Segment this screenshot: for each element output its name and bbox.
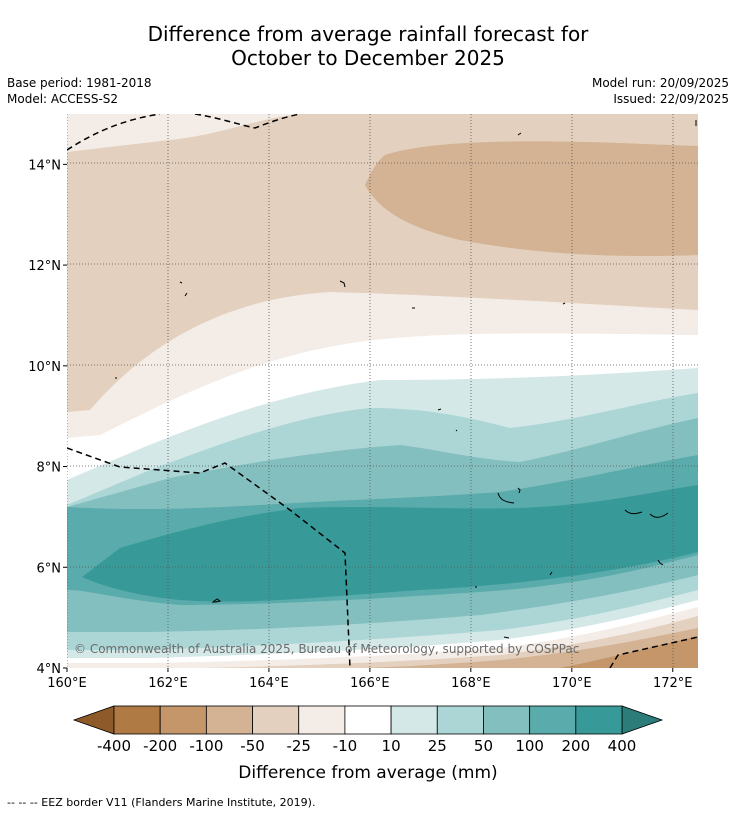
colorbar-tick-label: -400 — [97, 737, 131, 755]
lat-tick-label: 12°N — [28, 259, 61, 274]
latitude-axis: 4°N 6°N 8°N 10°N 12°N 14°N — [28, 158, 67, 677]
lon-tick-label: 162°E — [148, 676, 188, 691]
colorbar-tick-label: 10 — [382, 737, 401, 755]
lon-tick-label: 168°E — [451, 676, 491, 691]
lat-tick-label: 4°N — [37, 662, 62, 677]
metadata-right: Model run: 20/09/2025 Issued: 22/09/2025 — [592, 75, 729, 107]
colorbar-bin — [390, 705, 438, 735]
metadata-left: Base period: 1981-2018 Model: ACCESS-S2 — [7, 75, 152, 107]
colorbar-tick-label: -10 — [333, 737, 358, 755]
colorbar-high-extension — [621, 705, 664, 735]
longitude-axis: 160°E 162°E 164°E 166°E 168°E 170°E 172°E — [47, 668, 693, 691]
colorbar: -400 -200 -100 -50 -25 -10 10 25 50 100 200 400 — [72, 705, 664, 755]
issued-date: Issued: 22/09/2025 — [613, 92, 729, 106]
colorbar-bin — [205, 705, 253, 735]
rainfall-anomaly-field — [67, 114, 698, 668]
base-period: Base period: 1981-2018 — [7, 76, 152, 90]
colorbar-bin — [298, 705, 346, 735]
islands — [115, 120, 697, 639]
colorbar-bin — [344, 705, 392, 735]
colorbar-tick-label: -50 — [240, 737, 265, 755]
eez-border — [67, 114, 698, 668]
colorbar-bin — [252, 705, 300, 735]
eez-footnote: -- -- -- EEZ border V11 (Flanders Marine… — [7, 796, 316, 809]
colorbar-tick-label: 100 — [515, 737, 544, 755]
lat-tick-label: 14°N — [28, 158, 61, 173]
model-name: Model: ACCESS-S2 — [7, 92, 119, 106]
title-line-2: October to December 2025 — [231, 46, 505, 70]
colorbar-bin — [575, 705, 623, 735]
colorbar-tick-label: -200 — [143, 737, 177, 755]
colorbar-bin — [436, 705, 484, 735]
graticule — [67, 114, 698, 668]
lat-tick-label: 8°N — [37, 461, 62, 476]
colorbar-bin — [113, 705, 161, 735]
lat-tick-label: 6°N — [37, 561, 62, 576]
band-minus-200-south — [560, 636, 698, 668]
colorbar-tick-label: 50 — [474, 737, 493, 755]
map-title: Difference from average rainfall forecas… — [0, 22, 736, 70]
band-200-core — [82, 485, 698, 602]
copyright-notice: © Commonwealth of Australia 2025, Bureau… — [74, 642, 579, 656]
colorbar-title: Difference from average (mm) — [238, 763, 497, 783]
band-minus-100-core — [365, 141, 698, 257]
colorbar-bin — [529, 705, 577, 735]
title-line-1: Difference from average rainfall forecas… — [147, 22, 589, 46]
colorbar-tick-label: 400 — [608, 737, 637, 755]
lon-tick-label: 172°E — [653, 676, 693, 691]
colorbar-tick-label: -100 — [189, 737, 223, 755]
model-run-date: Model run: 20/09/2025 — [591, 76, 729, 90]
band-minus-25-north — [67, 114, 300, 152]
lon-tick-label: 166°E — [350, 676, 390, 691]
lon-tick-label: 160°E — [47, 676, 87, 691]
colorbar-tick-label: 200 — [561, 737, 590, 755]
colorbar-bin — [483, 705, 531, 735]
lat-tick-label: 10°N — [28, 360, 61, 375]
colorbar-bin — [159, 705, 207, 735]
colorbar-tick-label: 25 — [428, 737, 447, 755]
lon-tick-label: 170°E — [552, 676, 592, 691]
lon-tick-label: 164°E — [249, 676, 289, 691]
colorbar-tick-label: -25 — [286, 737, 311, 755]
colorbar-low-extension — [72, 705, 115, 735]
